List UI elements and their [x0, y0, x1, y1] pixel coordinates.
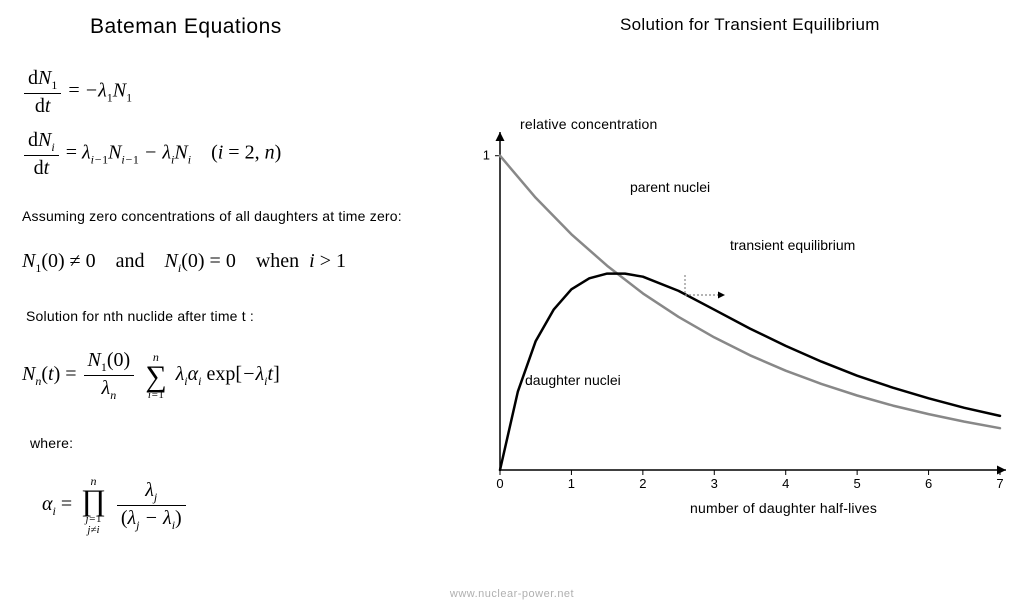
- svg-text:transient equilibrium: transient equilibrium: [730, 237, 855, 253]
- svg-text:1: 1: [483, 148, 490, 163]
- note-where: where:: [30, 435, 73, 451]
- note-assumption: Assuming zero concentrations of all daug…: [22, 208, 402, 224]
- svg-text:6: 6: [925, 476, 932, 491]
- svg-text:4: 4: [782, 476, 789, 491]
- equation-solution: Nn(t) = N1(0) λn n ∑ i=1 λiαi exp[−λit]: [22, 350, 280, 401]
- svg-text:2: 2: [639, 476, 646, 491]
- svg-text:5: 5: [854, 476, 861, 491]
- svg-text:0: 0: [496, 476, 503, 491]
- title-left: Bateman Equations: [90, 15, 282, 39]
- chart-transient-equilibrium: relative concentration 0 1 2 3 4 5 6 7 1 parent n…: [460, 110, 1010, 530]
- note-solution: Solution for nth nuclide after time t :: [26, 308, 254, 324]
- y-axis-label: relative concentration: [520, 116, 657, 132]
- footer-attribution: www.nuclear-power.net: [450, 588, 574, 600]
- svg-text:1: 1: [568, 476, 575, 491]
- equation-alpha: αi = n ∏ j=1j≠i λj (λj − λi): [42, 475, 188, 536]
- equation-dnidt: dNi dt = λi−1Ni−1 − λiNi (i = 2, n): [22, 130, 281, 178]
- svg-text:7: 7: [996, 476, 1003, 491]
- equation-initial-conditions: N1(0) ≠ 0 and Ni(0) = 0 when i > 1: [22, 250, 346, 276]
- chart-svg: 0 1 2 3 4 5 6 7 1 parent nuclei daughter nuclei tra…: [460, 110, 1010, 530]
- svg-text:parent nuclei: parent nuclei: [630, 179, 710, 195]
- equation-dn1dt: dN1 dt = −λ1N1: [22, 68, 132, 116]
- title-right: Solution for Transient Equilibrium: [620, 15, 880, 35]
- svg-text:3: 3: [711, 476, 718, 491]
- svg-text:daughter nuclei: daughter nuclei: [525, 372, 621, 388]
- x-axis-label: number of daughter half-lives: [690, 500, 877, 516]
